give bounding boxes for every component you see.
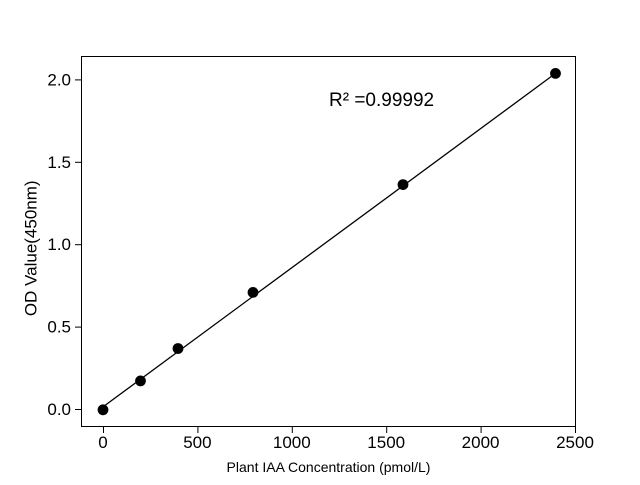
svg-text:500: 500 [183,433,211,452]
svg-text:0: 0 [98,433,107,452]
svg-text:Plant IAA Concentration (pmol/: Plant IAA Concentration (pmol/L) [227,459,431,475]
svg-text:1500: 1500 [367,433,405,452]
svg-text:1.0: 1.0 [47,235,71,254]
svg-text:2500: 2500 [556,433,594,452]
svg-text:0.5: 0.5 [47,318,71,337]
svg-text:2000: 2000 [462,433,500,452]
svg-text:1000: 1000 [273,433,311,452]
svg-text:1.5: 1.5 [47,153,71,172]
svg-text:R² =0.99992: R² =0.99992 [329,90,434,111]
svg-text:0.0: 0.0 [47,400,71,419]
svg-text:2.0: 2.0 [47,70,71,89]
svg-text:OD Value(450nm): OD Value(450nm) [22,180,41,316]
